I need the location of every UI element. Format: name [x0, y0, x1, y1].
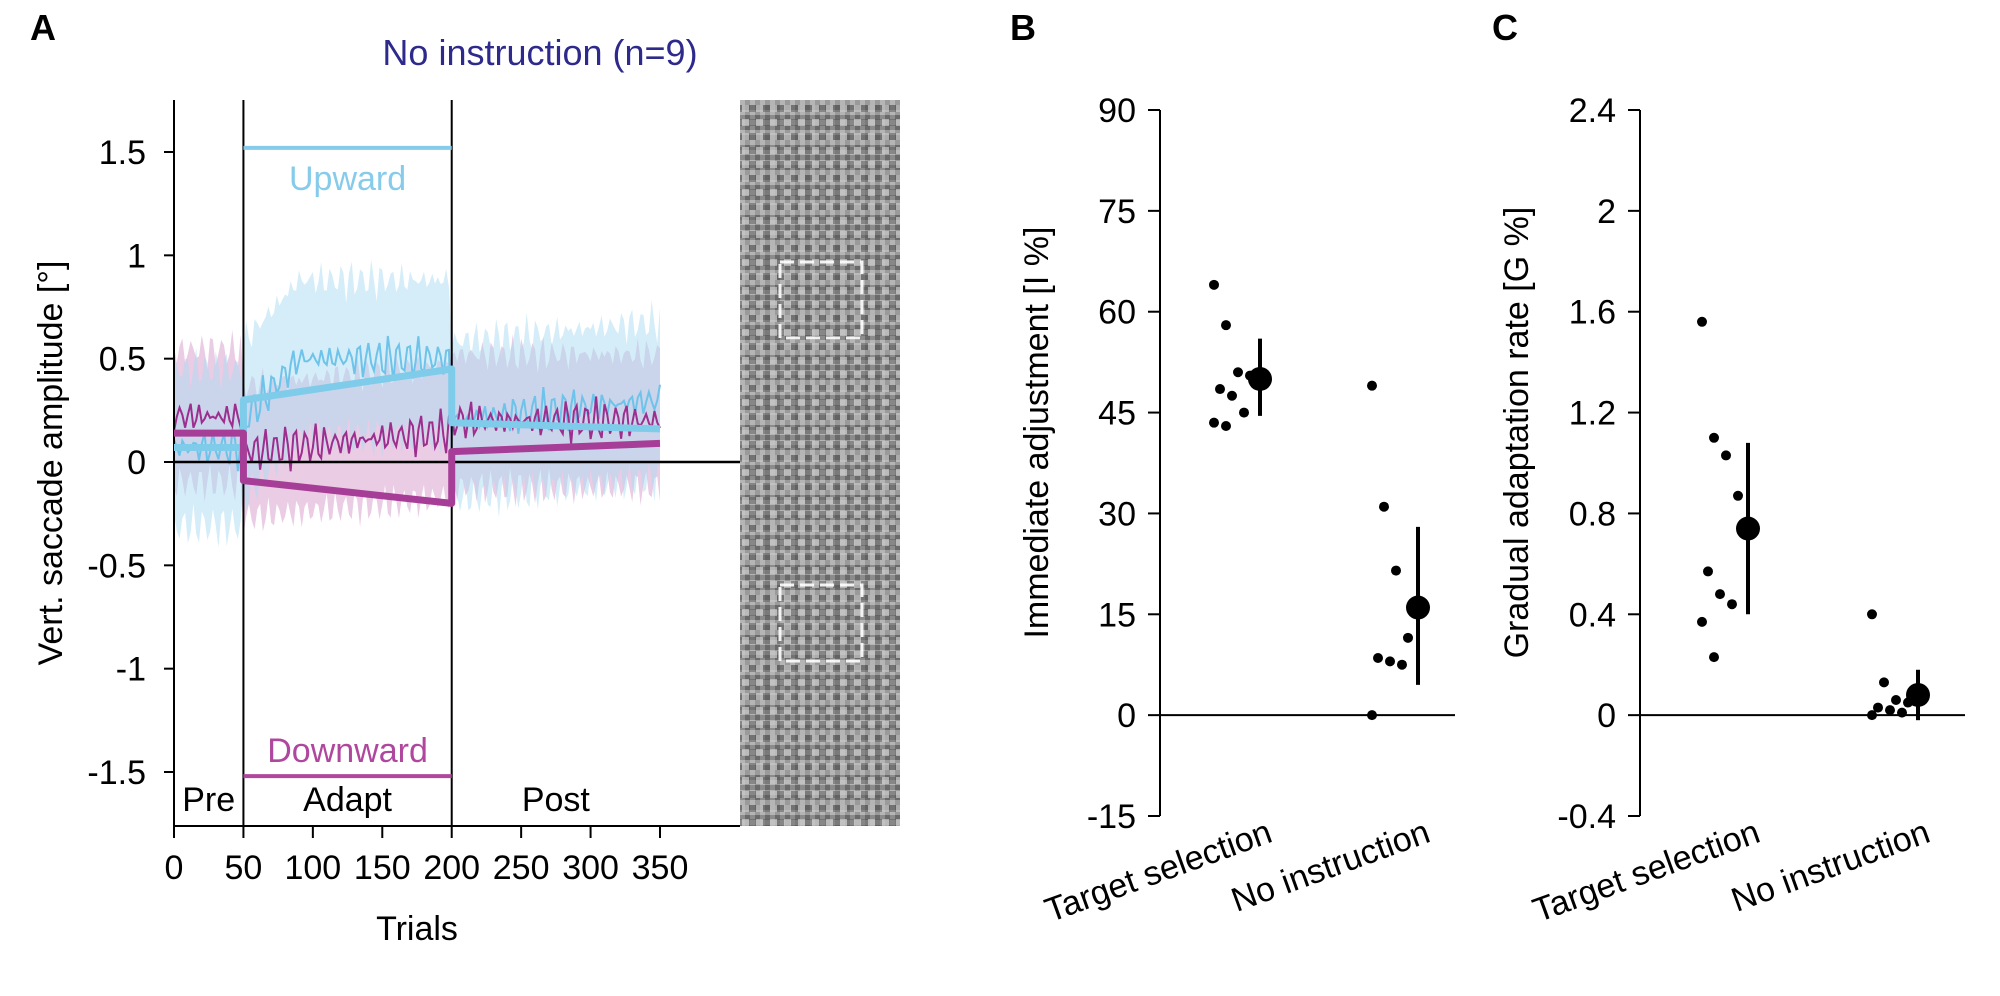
- b-data-point: [1379, 501, 1389, 512]
- c-mean-marker: [1736, 516, 1760, 541]
- c-data-point: [1727, 599, 1737, 610]
- panel-a-y-tick-label: -1.5: [87, 754, 146, 792]
- b-data-point: [1239, 407, 1249, 418]
- b-data-point: [1403, 632, 1413, 643]
- c-data-point: [1703, 566, 1713, 577]
- c-y-tick-label: 1.6: [1569, 294, 1616, 332]
- panel-a-y-axis-label: Vert. saccade amplitude [°]: [32, 261, 70, 666]
- c-y-tick-label: 0: [1597, 697, 1616, 735]
- b-data-point: [1221, 421, 1231, 432]
- panel-a-x-tick-label: 100: [284, 849, 341, 887]
- b-data-point: [1373, 652, 1383, 663]
- c-data-point: [1867, 609, 1877, 620]
- panel-b-axes: 90 75 60 45 30 15 0 -15: [1087, 92, 1455, 836]
- b-mean-marker: [1248, 366, 1272, 391]
- panel-c-marks: [1697, 316, 1930, 721]
- downward-label: Downward: [267, 732, 428, 770]
- c-y-tick-label: 2.4: [1569, 92, 1616, 130]
- downward-fit-line: [174, 429, 661, 507]
- c-data-point: [1867, 710, 1877, 721]
- b-data-point: [1209, 279, 1219, 290]
- c-data-point: [1885, 705, 1895, 716]
- c-data-point: [1709, 652, 1719, 663]
- b-y-tick-label: 30: [1098, 495, 1136, 533]
- panel-a-x-tick-label: 50: [225, 849, 263, 887]
- b-data-point: [1227, 390, 1237, 401]
- panel-a-title: No instruction (n=9): [382, 32, 697, 73]
- c-y-tick-label: 2: [1597, 193, 1616, 231]
- b-y-tick-label: 45: [1098, 395, 1136, 433]
- phase-label-adapt: Adapt: [303, 781, 392, 819]
- panel-b-letter: B: [1010, 7, 1036, 48]
- panel-a-x-tick-label: 300: [562, 849, 619, 887]
- phase-label-post: Post: [522, 781, 591, 819]
- panel-c-category-no-instruction: No instruction: [1726, 813, 1934, 920]
- c-data-point: [1897, 707, 1907, 718]
- c-y-tick-label: 0.8: [1569, 495, 1616, 533]
- b-mean-marker: [1406, 595, 1430, 620]
- b-data-point: [1233, 367, 1243, 378]
- upward-variability-band: [174, 259, 660, 548]
- b-y-tick-label: 75: [1098, 193, 1136, 231]
- panel-b-marks: [1209, 279, 1430, 721]
- b-data-point: [1385, 656, 1395, 667]
- panel-c-letter: C: [1492, 7, 1518, 48]
- panel-a-letter: A: [30, 7, 56, 48]
- c-data-point: [1697, 316, 1707, 327]
- panel-b: B 90 75 60 45 30 15 0 -15 Immediate adjustment …: [1010, 7, 1455, 930]
- panel-a-x-tick-label: 250: [493, 849, 550, 887]
- b-data-point: [1215, 384, 1225, 395]
- c-y-tick-label: 0.4: [1569, 596, 1616, 634]
- c-data-point: [1709, 432, 1719, 443]
- c-mean-marker: [1906, 682, 1930, 707]
- b-data-point: [1209, 417, 1219, 428]
- b-data-point: [1221, 320, 1231, 331]
- b-y-tick-label: 90: [1098, 92, 1136, 130]
- panel-a-x-tick-label: 350: [632, 849, 689, 887]
- upward-fit-line: [174, 365, 661, 452]
- b-data-point: [1397, 659, 1407, 670]
- panel-a-x-tick-label: 150: [354, 849, 411, 887]
- panel-a: A No instruction (n=9) 1.5 1 0.5 0 -0.5 -1 -1.…: [30, 7, 900, 948]
- panel-a-y-tick-label: 1.5: [99, 134, 146, 172]
- panel-a-target-lines: [243, 145, 452, 779]
- upward-label: Upward: [289, 160, 406, 198]
- b-data-point: [1367, 710, 1377, 721]
- c-data-point: [1891, 695, 1901, 706]
- c-y-tick-label: -0.4: [1557, 798, 1616, 836]
- c-data-point: [1733, 490, 1743, 501]
- panel-a-y-tick-label: -1: [116, 651, 146, 689]
- panel-a-y-tick-label: -0.5: [87, 547, 146, 585]
- noise-stimulus-image: [740, 100, 900, 826]
- panel-b-y-axis-label: Immediate adjustment [I %]: [1018, 227, 1056, 639]
- panel-a-y-tick-label: 0.5: [99, 341, 146, 379]
- c-data-point: [1873, 702, 1883, 713]
- b-data-point: [1391, 565, 1401, 576]
- panel-c: C 2.4 2 1.6 1.2 0.8 0.4 0 -0.4 Gradual adaptati…: [1492, 7, 1965, 930]
- panel-c-axes: 2.4 2 1.6 1.2 0.8 0.4 0 -0.4: [1557, 92, 1965, 836]
- c-data-point: [1879, 677, 1889, 688]
- panel-a-x-tick-label: 0: [165, 849, 184, 887]
- c-data-point: [1715, 589, 1725, 600]
- panel-a-y-tick-label: 1: [127, 237, 146, 275]
- panel-c-y-axis-label: Gradual adaptation rate [G %]: [1498, 207, 1536, 659]
- b-y-tick-label: 15: [1098, 596, 1136, 634]
- panel-a-axes: 1.5 1 0.5 0 -0.5 -1 -1.5 0 50 100 150 200 250 300 350: [87, 100, 740, 887]
- panel-a-x-tick-label: 200: [423, 849, 480, 887]
- b-y-tick-label: 0: [1117, 697, 1136, 735]
- panel-a-x-axis-label: Trials: [376, 910, 458, 948]
- c-y-tick-label: 1.2: [1569, 395, 1616, 433]
- c-data-point: [1697, 616, 1707, 627]
- b-data-point: [1367, 380, 1377, 391]
- phase-label-pre: Pre: [182, 781, 235, 819]
- b-y-tick-label: 60: [1098, 294, 1136, 332]
- c-data-point: [1721, 450, 1731, 461]
- panel-a-y-tick-label: 0: [127, 444, 146, 482]
- panel-a-fit-lines: [174, 365, 661, 507]
- b-y-tick-label: -15: [1087, 798, 1136, 836]
